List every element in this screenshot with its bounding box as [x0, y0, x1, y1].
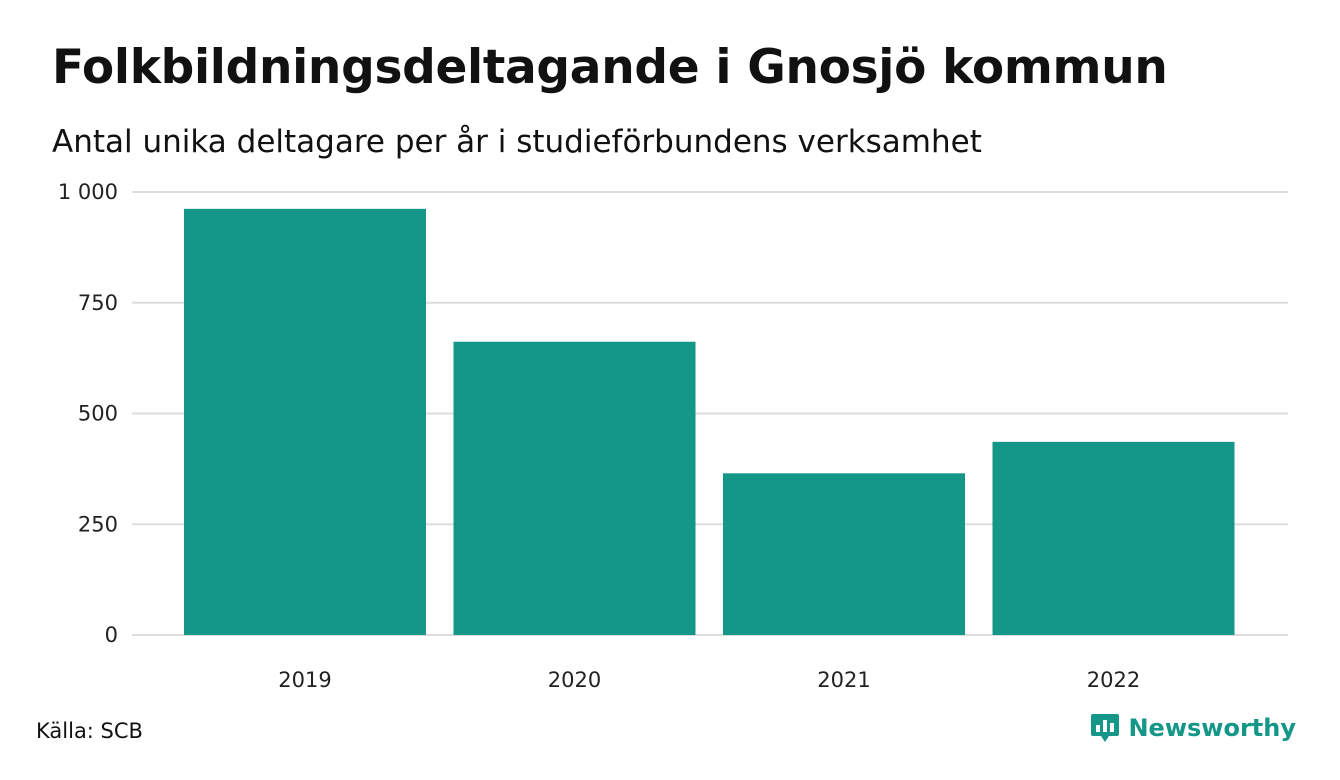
x-tick-label: 2021	[817, 668, 870, 692]
brand-name: Newsworthy	[1128, 714, 1296, 742]
x-tick-label: 2022	[1087, 668, 1140, 692]
bar-2022	[992, 441, 1235, 635]
source-note: Källa: SCB	[36, 719, 143, 743]
y-axis-ticks: 0 250 500 750 1 000	[58, 180, 118, 647]
brand-logo[interactable]: Newsworthy	[1090, 712, 1296, 744]
y-tick-label: 1 000	[58, 180, 118, 204]
chart-title: Folkbildningsdeltagande i Gnosjö kommun	[52, 40, 1168, 95]
chart-subtitle: Antal unika deltagare per år i studieför…	[52, 124, 982, 160]
bars	[184, 208, 1235, 636]
bar-chart: 0 250 500 750 1 000 2019 2020 2021 2022	[58, 180, 1288, 692]
bar-2019	[184, 208, 426, 636]
y-tick-label: 0	[105, 623, 118, 647]
x-axis-ticks: 2019 2020 2021 2022	[278, 668, 1140, 692]
y-tick-label: 250	[78, 512, 118, 536]
y-tick-label: 750	[78, 291, 118, 315]
y-tick-label: 500	[78, 402, 118, 426]
bar-2020	[453, 341, 696, 635]
x-tick-label: 2019	[278, 668, 331, 692]
newsworthy-logo-icon	[1091, 714, 1120, 742]
x-tick-label: 2020	[548, 668, 601, 692]
bar-2021	[723, 473, 965, 635]
